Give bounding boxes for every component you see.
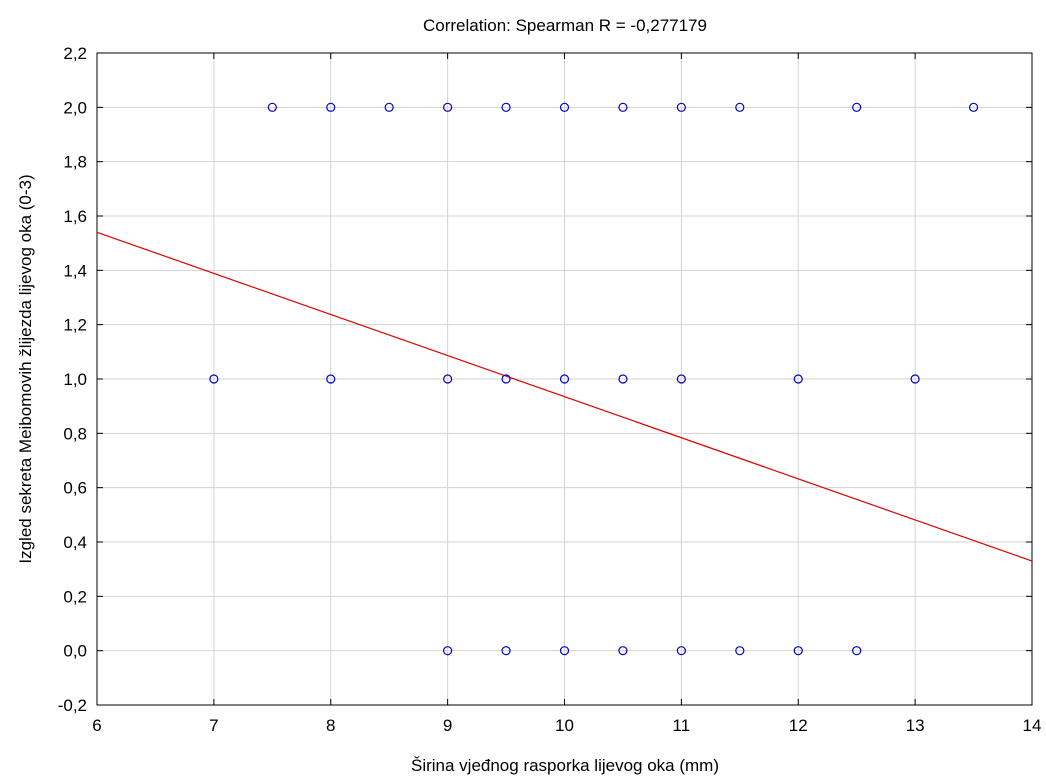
data-point: [326, 374, 336, 384]
data-point: [676, 102, 686, 112]
y-tick-label: 0,6: [63, 479, 87, 498]
y-tick-label: 1,0: [63, 370, 87, 389]
data-point: [618, 102, 628, 112]
y-tick-label: 1,6: [63, 207, 87, 226]
x-tick-label: 14: [1023, 716, 1042, 735]
y-tick-label: 1,2: [63, 316, 87, 335]
data-point: [852, 102, 862, 112]
data-point: [559, 374, 570, 384]
x-tick-label: 12: [789, 716, 808, 735]
x-axis-title: Širina vjeđnog rasporka lijevog oka (mm): [411, 756, 719, 775]
data-points: [209, 102, 979, 656]
y-tick-label: 2,2: [63, 44, 87, 63]
data-point: [852, 646, 862, 656]
data-point: [209, 374, 219, 384]
data-point: [443, 646, 453, 656]
grid-lines: [97, 53, 1032, 705]
data-point: [968, 102, 979, 112]
y-tick-label: -0,2: [58, 696, 87, 715]
y-tick-label: 0,8: [63, 424, 87, 443]
data-point: [735, 646, 745, 656]
y-tick-label: 1,8: [63, 153, 87, 172]
y-tick-label: 0,4: [63, 533, 87, 552]
chart-title: Correlation: Spearman R = -0,277179: [423, 16, 707, 35]
y-tick-labels: -0,2 0,0 0,2 0,4 0,6 0,8 1,0 1,2 1,4 1,6 1,8 2,0 2,2: [58, 44, 87, 715]
y-tick-label: 0,0: [63, 642, 87, 661]
data-point: [910, 374, 920, 384]
x-tick-label: 11: [673, 716, 691, 735]
y-tick-label: 1,4: [63, 261, 87, 280]
data-point: [384, 102, 394, 112]
data-point: [326, 102, 336, 112]
x-tick-label: 8: [326, 716, 335, 735]
data-point: [793, 374, 803, 384]
data-point: [559, 102, 570, 112]
data-point: [676, 646, 686, 656]
regression-line: [96, 231, 1033, 562]
data-point: [501, 646, 511, 656]
x-tick-labels: 6 7 8 9 10 11 12 13 14: [92, 716, 1041, 735]
y-axis-title: Izgled sekreta Meibomovih žlijezda lijev…: [16, 174, 35, 563]
x-tick-label: 13: [906, 716, 925, 735]
x-tick-label: 7: [209, 716, 218, 735]
data-point: [676, 374, 686, 384]
x-tick-label: 6: [92, 716, 101, 735]
x-tick-label: 10: [555, 716, 574, 735]
data-point: [267, 102, 277, 112]
data-point: [501, 374, 511, 384]
data-point: [501, 102, 511, 112]
data-point: [735, 102, 745, 112]
y-tick-label: 2,0: [63, 98, 87, 117]
data-point: [443, 102, 453, 112]
data-point: [618, 646, 628, 656]
data-point: [443, 374, 453, 384]
y-tick-label: 0,2: [63, 587, 87, 606]
x-tick-label: 9: [443, 716, 452, 735]
data-point: [559, 646, 570, 656]
data-point: [618, 374, 628, 384]
data-point: [793, 646, 803, 656]
axis-ticks: [96, 52, 1033, 706]
